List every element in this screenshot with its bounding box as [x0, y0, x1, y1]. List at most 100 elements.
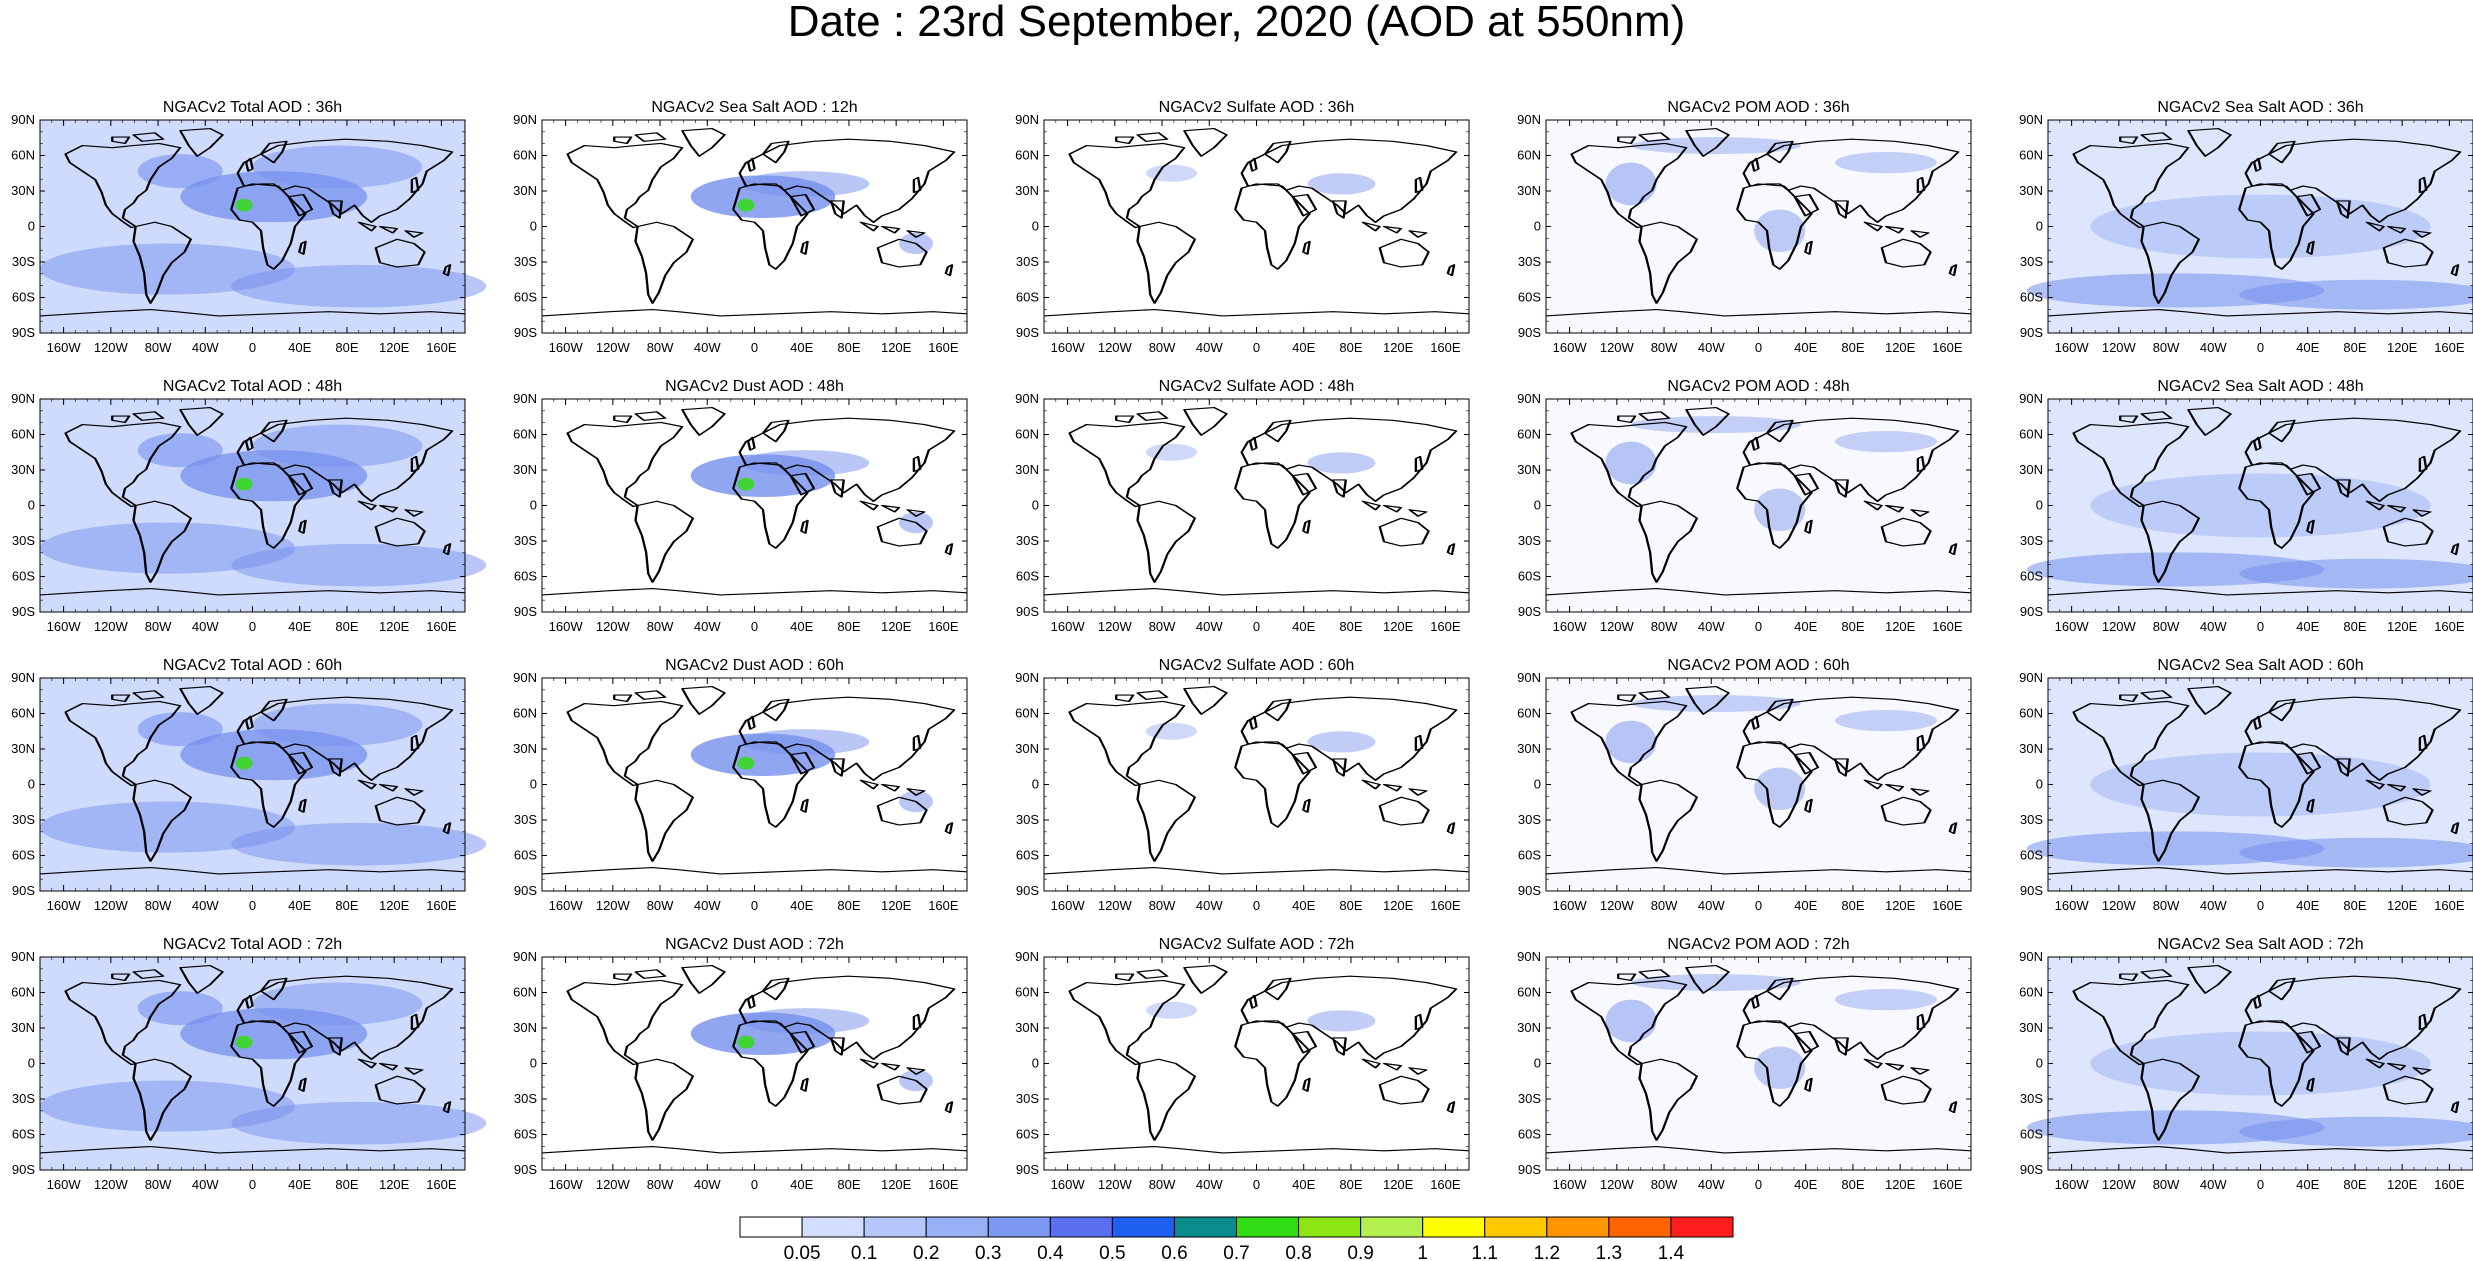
- lon-label: 120E: [881, 898, 912, 913]
- map-panel-r4-c2: NGACv2 Dust AOD : 72h 90N 60N 30N 0 30S 60S 90S…: [513, 936, 969, 1192]
- lon-label: 0: [1253, 619, 1260, 634]
- lat-label: 90N: [513, 670, 537, 685]
- lon-label: 160E: [2434, 1177, 2465, 1192]
- lat-label: 60S: [2020, 290, 2043, 305]
- lon-label: 40E: [790, 340, 813, 355]
- lat-label: 30S: [514, 812, 537, 827]
- aod-hotspot: [737, 756, 755, 770]
- lon-label: 160W: [47, 340, 82, 355]
- lat-label: 30N: [1517, 1020, 1541, 1035]
- lon-label: 120E: [1383, 619, 1414, 634]
- lon-label: 80W: [647, 1177, 674, 1192]
- lat-label: 90S: [1016, 883, 1039, 898]
- lat-label: 90N: [1015, 670, 1039, 685]
- lon-label: 120W: [94, 619, 129, 634]
- lat-label: 90N: [1517, 391, 1541, 406]
- lat-label: 30N: [1015, 183, 1039, 198]
- lon-label: 120W: [94, 340, 129, 355]
- colorbar-label: 0.9: [1347, 1243, 1373, 1261]
- colorbar-label: 0.8: [1285, 1243, 1311, 1261]
- lat-label: 0: [1534, 219, 1541, 234]
- aod-plume: [741, 1008, 870, 1034]
- lon-label: 120E: [379, 619, 410, 634]
- lat-label: 30S: [1016, 533, 1039, 548]
- aod-haze-field: [1546, 678, 1971, 891]
- lat-label: 90S: [514, 1162, 537, 1177]
- aod-plume: [231, 1101, 487, 1145]
- colorbar-label: 1.2: [1534, 1243, 1560, 1261]
- lon-label: 120E: [881, 619, 912, 634]
- lon-label: 120W: [1098, 340, 1133, 355]
- lat-label: 60N: [11, 706, 35, 721]
- lat-label: 60N: [11, 427, 35, 442]
- lat-label: 60S: [514, 290, 537, 305]
- lon-label: 0: [1755, 340, 1762, 355]
- lon-label: 40E: [288, 619, 311, 634]
- lon-label: 80W: [145, 340, 172, 355]
- panel-title: NGACv2 Sea Salt AOD : 60h: [2157, 657, 2363, 674]
- colorbar-label: 1.1: [1472, 1243, 1498, 1261]
- lat-label: 90N: [11, 670, 35, 685]
- lat-label: 60S: [1016, 848, 1039, 863]
- lon-label: 40E: [1794, 619, 1817, 634]
- lon-label: 160W: [549, 1177, 584, 1192]
- colorbar-label: 0.1: [851, 1243, 877, 1261]
- lat-label: 90N: [2019, 391, 2043, 406]
- lon-label: 80E: [2343, 1177, 2366, 1192]
- lat-label: 90S: [2020, 604, 2043, 619]
- lon-label: 120W: [596, 619, 631, 634]
- lat-label: 90S: [12, 325, 35, 340]
- lon-label: 160E: [2434, 898, 2465, 913]
- lon-label: 160W: [1553, 340, 1588, 355]
- lat-label: 60S: [2020, 848, 2043, 863]
- lat-label: 60N: [1517, 706, 1541, 721]
- lon-label: 40W: [1196, 1177, 1223, 1192]
- lat-label: 0: [1032, 1056, 1039, 1071]
- panel-title: NGACv2 Sulfate AOD : 60h: [1159, 657, 1355, 674]
- lon-label: 40E: [1292, 898, 1315, 913]
- lat-label: 60S: [1518, 1127, 1541, 1142]
- lat-label: 30N: [1517, 183, 1541, 198]
- lon-label: 0: [1253, 340, 1260, 355]
- lon-label: 160W: [2055, 619, 2090, 634]
- lat-label: 0: [28, 777, 35, 792]
- aod-haze-field: [1546, 399, 1971, 612]
- aod-plume: [1754, 209, 1806, 253]
- lon-label: 0: [1755, 1177, 1762, 1192]
- lat-label: 60S: [12, 290, 35, 305]
- panel-title: NGACv2 POM AOD : 60h: [1667, 657, 1849, 674]
- lat-label: 30N: [1517, 462, 1541, 477]
- lon-label: 80W: [145, 619, 172, 634]
- lat-label: 0: [1534, 1056, 1541, 1071]
- colorbar-swatch: [1173, 1216, 1237, 1238]
- lat-label: 90N: [513, 112, 537, 127]
- lon-label: 160E: [1932, 340, 1963, 355]
- lat-label: 60N: [1517, 985, 1541, 1000]
- panel-title: NGACv2 Total AOD : 48h: [163, 378, 342, 395]
- lat-label: 30S: [1518, 812, 1541, 827]
- aod-plume: [1605, 720, 1657, 764]
- colorbar-label: 0.5: [1099, 1243, 1125, 1261]
- panel-title: NGACv2 Sea Salt AOD : 36h: [2157, 99, 2363, 116]
- lat-label: 30N: [513, 741, 537, 756]
- lat-label: 0: [1032, 498, 1039, 513]
- lon-label: 80E: [2343, 340, 2366, 355]
- lon-label: 80W: [647, 619, 674, 634]
- colorbar-swatch: [1298, 1216, 1362, 1238]
- map-panel-r3-c2: NGACv2 Dust AOD : 60h 90N 60N 30N 0 30S 60S 90S…: [513, 657, 969, 913]
- lon-label: 120W: [1600, 1177, 1635, 1192]
- lat-label: 60S: [12, 1127, 35, 1142]
- lon-label: 160E: [426, 619, 457, 634]
- aod-plume: [741, 171, 870, 197]
- lon-label: 160W: [549, 340, 584, 355]
- lat-label: 30N: [2019, 1020, 2043, 1035]
- lon-label: 80W: [1651, 1177, 1678, 1192]
- panel-title: NGACv2 Sulfate AOD : 48h: [1159, 378, 1355, 395]
- lon-label: 40W: [192, 340, 219, 355]
- panel-title: NGACv2 Total AOD : 60h: [163, 657, 342, 674]
- aod-plume: [137, 433, 223, 468]
- lon-label: 40W: [1698, 898, 1725, 913]
- lon-label: 0: [751, 1177, 758, 1192]
- lon-label: 160W: [1051, 1177, 1086, 1192]
- panel-title: NGACv2 Dust AOD : 48h: [665, 378, 844, 395]
